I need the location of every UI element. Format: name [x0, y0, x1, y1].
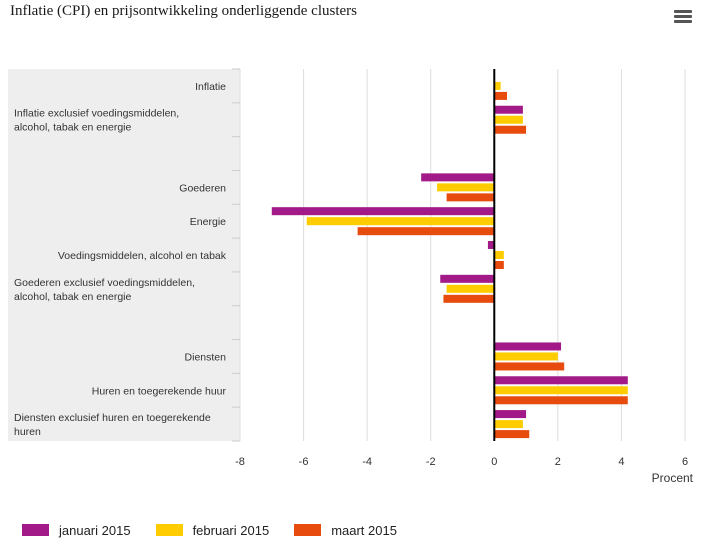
- x-axis-ticks: -8 -6 -4 -2 0 2 4 6: [235, 456, 688, 468]
- bar[interactable]: [494, 376, 628, 385]
- bar[interactable]: [494, 261, 504, 269]
- bar[interactable]: [494, 430, 530, 439]
- x-tick-label: 4: [618, 456, 624, 468]
- bar[interactable]: [446, 193, 495, 202]
- x-tick-label: 6: [682, 456, 688, 468]
- category-label: Voedingsmiddelen, alcohol en tabak: [58, 250, 227, 262]
- category-label: Energie: [190, 216, 226, 228]
- bar[interactable]: [494, 125, 527, 134]
- legend-item-maart[interactable]: maart 2015: [294, 523, 397, 538]
- x-axis-unit-label: Procent: [652, 471, 694, 485]
- x-tick-label: 0: [491, 456, 497, 468]
- chart-title: Inflatie (CPI) en prijsontwikkeling onde…: [10, 3, 357, 19]
- legend-swatch: [294, 524, 322, 536]
- hamburger-menu-icon[interactable]: [674, 9, 692, 25]
- legend-label: februari 2015: [192, 522, 270, 538]
- bar[interactable]: [494, 115, 523, 124]
- bar[interactable]: [271, 207, 495, 216]
- category-label: Goederen exclusief voedingsmiddelen,: [14, 277, 195, 289]
- legend-item-januari[interactable]: januari 2015: [22, 523, 131, 538]
- category-label: Inflatie: [195, 81, 226, 93]
- category-labels: Inflatie Inflatie exclusief voedingsmidde…: [14, 68, 240, 442]
- bar[interactable]: [306, 217, 495, 226]
- category-label: alcohol, tabak en energie: [14, 122, 131, 134]
- category-label: alcohol, tabak en energie: [14, 291, 131, 303]
- category-label: Huren en toegerekende huur: [92, 385, 227, 397]
- grid-lines: [239, 69, 686, 441]
- legend-swatch: [22, 524, 49, 536]
- legend-label: januari 2015: [59, 522, 131, 538]
- x-tick-label: 2: [555, 456, 561, 468]
- bar[interactable]: [494, 81, 501, 90]
- bar[interactable]: [446, 284, 495, 293]
- bar[interactable]: [494, 251, 504, 259]
- x-tick-label: -8: [235, 456, 245, 468]
- bar[interactable]: [494, 386, 628, 395]
- bar[interactable]: [494, 105, 523, 114]
- bar[interactable]: [494, 342, 562, 351]
- category-label: Inflatie exclusief voedingsmiddelen,: [14, 108, 179, 120]
- x-tick-label: -4: [362, 456, 372, 468]
- bar[interactable]: [437, 183, 495, 192]
- bar[interactable]: [487, 241, 495, 249]
- bar[interactable]: [494, 91, 507, 100]
- bar[interactable]: [440, 274, 495, 283]
- legend-item-februari[interactable]: februari 2015: [155, 522, 270, 538]
- bar[interactable]: [357, 227, 495, 236]
- legend: januari 2015 februari 2015 maart 2015: [22, 521, 422, 539]
- category-panel: [8, 69, 240, 441]
- category-label: Diensten: [185, 351, 227, 363]
- bar[interactable]: [494, 396, 628, 405]
- chart-plot: Inflatie Inflatie exclusief voedingsmidde…: [8, 68, 694, 485]
- legend-label: maart 2015: [331, 522, 397, 538]
- category-label: Diensten exclusief huren en toegerekende: [14, 412, 211, 424]
- category-label: Goederen: [179, 182, 226, 194]
- bar[interactable]: [494, 410, 527, 419]
- bar[interactable]: [494, 420, 523, 429]
- bar[interactable]: [494, 362, 565, 371]
- x-tick-label: -2: [426, 456, 436, 468]
- bar[interactable]: [421, 173, 495, 182]
- bars: [271, 69, 628, 441]
- category-label: huren: [14, 426, 41, 438]
- bar[interactable]: [443, 294, 495, 303]
- bar[interactable]: [494, 352, 558, 361]
- legend-swatch: [155, 524, 183, 536]
- x-tick-label: -6: [299, 456, 309, 468]
